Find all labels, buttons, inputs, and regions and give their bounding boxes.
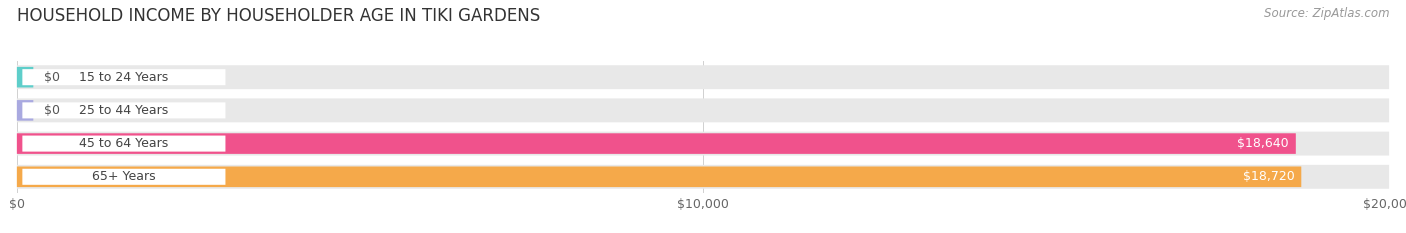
FancyBboxPatch shape — [17, 132, 1389, 156]
Text: Source: ZipAtlas.com: Source: ZipAtlas.com — [1264, 7, 1389, 20]
FancyBboxPatch shape — [17, 98, 1389, 122]
Text: 25 to 44 Years: 25 to 44 Years — [79, 104, 169, 117]
Text: $0: $0 — [45, 71, 60, 84]
FancyBboxPatch shape — [17, 167, 1302, 187]
FancyBboxPatch shape — [22, 69, 225, 85]
Text: 45 to 64 Years: 45 to 64 Years — [79, 137, 169, 150]
Text: $0: $0 — [45, 104, 60, 117]
FancyBboxPatch shape — [22, 136, 225, 152]
FancyBboxPatch shape — [17, 67, 34, 87]
Text: $18,720: $18,720 — [1243, 170, 1295, 183]
FancyBboxPatch shape — [17, 100, 34, 121]
FancyBboxPatch shape — [22, 102, 225, 118]
Text: $18,640: $18,640 — [1237, 137, 1289, 150]
Text: 15 to 24 Years: 15 to 24 Years — [79, 71, 169, 84]
FancyBboxPatch shape — [17, 65, 1389, 89]
Text: 65+ Years: 65+ Years — [93, 170, 156, 183]
FancyBboxPatch shape — [17, 165, 1389, 189]
FancyBboxPatch shape — [17, 133, 1296, 154]
Text: HOUSEHOLD INCOME BY HOUSEHOLDER AGE IN TIKI GARDENS: HOUSEHOLD INCOME BY HOUSEHOLDER AGE IN T… — [17, 7, 540, 25]
FancyBboxPatch shape — [22, 169, 225, 185]
